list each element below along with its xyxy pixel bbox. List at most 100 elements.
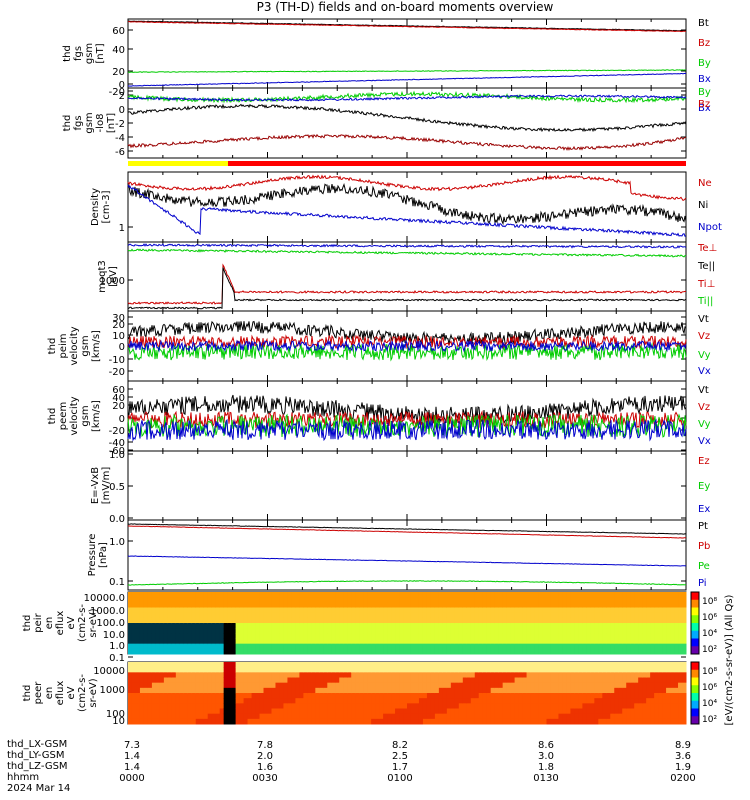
heat-cell [128,687,133,694]
heat-cell [363,592,368,598]
heat-cell [598,643,603,650]
heat-cell [191,667,197,673]
heat-cell [335,693,340,699]
heat-cell [399,638,404,645]
heat-cell [450,617,456,624]
heat-cell [167,713,173,720]
heat-cell [434,693,440,699]
heat-cell [339,713,344,720]
heat-cell [387,677,392,684]
heat-cell [259,682,265,689]
heat-cell [594,693,599,699]
heat-cell [207,718,213,725]
heat-cell [658,703,663,709]
heat-cell [518,638,524,645]
heat-cell [558,667,563,673]
heat-cell [538,592,544,598]
heat-cell [331,648,336,655]
heat-cell [391,617,396,624]
heat-cell [303,612,308,619]
heat-cell [546,718,551,725]
heat-cell [163,648,169,655]
heat-cell [171,633,177,639]
y-axis-label: [cm-3] [101,190,112,223]
heat-cell [227,662,233,668]
heat-cell [355,703,360,709]
y-tick-label: 10 [112,331,125,342]
heat-cell [678,682,683,689]
colorbar-tick: 10² [702,645,717,655]
heat-cell [522,713,528,720]
heat-cell [207,687,213,694]
heat-cell [163,592,169,598]
heat-cell [407,643,412,650]
heat-cell [339,703,344,709]
heat-cell [287,592,292,598]
heat-cell [383,713,388,720]
heat-cell [291,638,296,645]
heat-cell [590,592,595,598]
heat-cell [518,607,524,614]
colorbar-tick: 10⁴ [702,629,717,639]
heat-cell [367,617,372,624]
heat-cell [678,607,683,614]
heat-cell [259,703,265,709]
heat-cell [191,628,197,634]
heat-cell [259,612,265,619]
heat-cell [159,607,165,614]
x-tick-label: 1.6 [257,762,273,773]
heat-cell [458,667,464,673]
heat-cell [622,677,627,684]
heat-cell [167,638,173,645]
heat-cell [674,667,679,673]
heat-cell [395,703,400,709]
heat-cell [506,592,512,598]
heat-cell [642,623,647,629]
heat-cell [383,643,388,650]
heat-cell [283,687,288,694]
heat-cell [606,698,611,704]
heat-cell [662,682,667,689]
heat-cell [159,677,165,684]
heat-cell [574,662,579,668]
heat-cell [407,677,412,684]
heat-cell [223,718,229,725]
heat-cell [283,623,288,629]
heat-cell [219,597,225,603]
heat-cell [271,682,276,689]
heat-cell [574,633,579,639]
heat-cell [407,597,412,603]
heat-cell [490,667,496,673]
heat-cell [319,643,324,650]
heat-cell [434,612,440,619]
heat-cell [490,643,496,650]
heat-cell [498,667,504,673]
heat-cell [263,677,268,684]
heat-cell [179,597,185,603]
legend-bx: Bx [698,103,711,114]
heat-cell [287,597,292,603]
heat-cell [426,638,432,645]
heat-cell [514,628,520,634]
heat-cell [502,643,508,650]
heat-cell [422,698,428,704]
heat-cell [638,592,643,598]
heat-cell [434,698,440,704]
heat-cell [614,682,619,689]
heat-cell [235,623,241,629]
heat-cell [151,643,157,650]
heat-cell [307,617,312,624]
heat-cell [171,638,177,645]
y-tick-label: 0.0 [109,514,125,525]
heat-cell [410,623,416,629]
heat-cell [327,713,332,720]
heat-cell [139,607,145,614]
heat-cell [271,648,276,655]
heat-cell [622,687,627,694]
heat-cell [670,612,675,619]
heat-cell [255,623,261,629]
heat-cell [494,677,500,684]
heat-cell [674,708,679,715]
heat-cell [450,597,456,603]
heat-cell [339,662,344,668]
